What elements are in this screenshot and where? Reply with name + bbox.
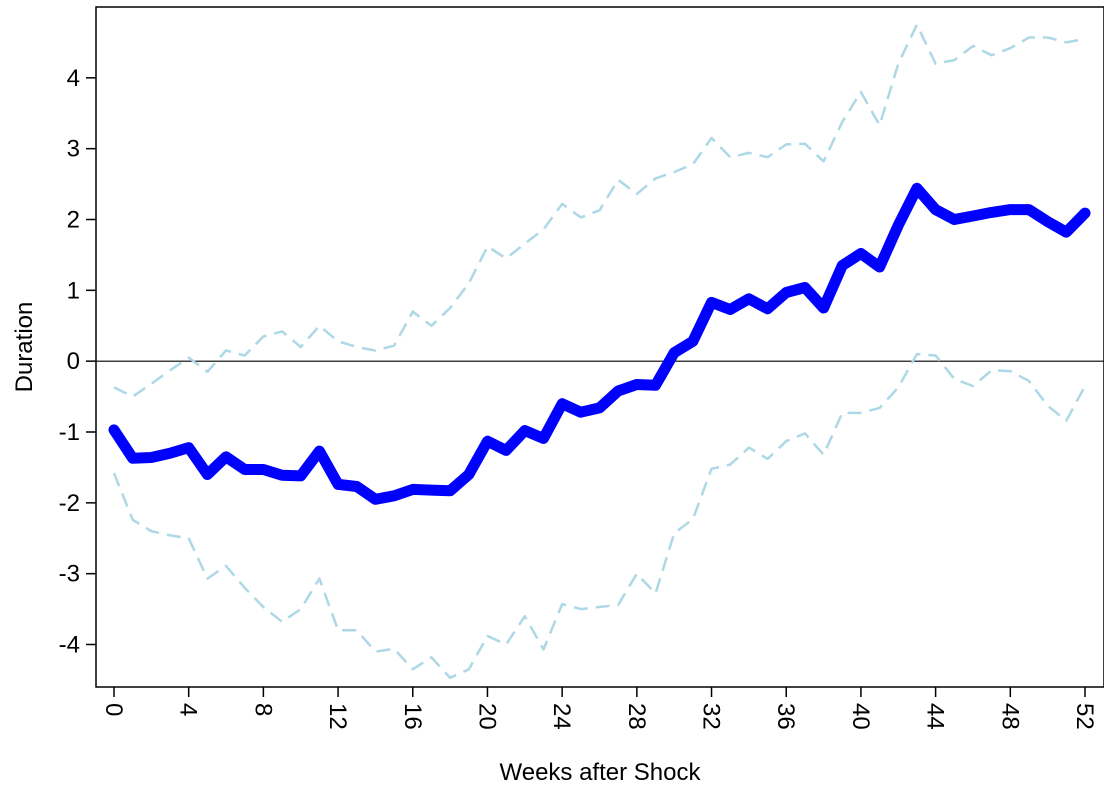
series-line-lower-bound: [112, 352, 1087, 680]
y-axis: -4 -3 -2 -1 0 1 2 3 4: [59, 65, 96, 659]
x-tick-label: 24: [548, 703, 575, 730]
x-axis-label: Weeks after Shock: [500, 759, 702, 786]
y-tick-label: 1: [67, 277, 80, 304]
x-tick-label: 16: [399, 703, 426, 730]
x-axis: 0 4 8 12 16 20 24 28 32 36 40 44 48 52: [100, 687, 1098, 730]
y-tick-label: -1: [59, 419, 80, 446]
x-tick-label: 12: [324, 703, 351, 730]
x-tick-label: 4: [175, 703, 202, 716]
y-tick-label: -4: [59, 632, 80, 659]
y-tick-label: 2: [67, 207, 80, 234]
x-tick-label: 48: [996, 703, 1023, 730]
x-tick-label: 32: [698, 703, 725, 730]
x-tick-label: 52: [1071, 703, 1098, 730]
series-line-estimate: [108, 182, 1091, 505]
y-tick-label: -2: [59, 490, 80, 517]
x-tick-label: 28: [623, 703, 650, 730]
x-tick-label: 20: [473, 703, 500, 730]
series-layer: [108, 23, 1091, 680]
y-tick-label: 3: [67, 136, 80, 163]
x-tick-label: 0: [100, 703, 127, 716]
x-tick-label: 8: [249, 703, 276, 716]
y-axis-label: Duration: [11, 302, 38, 393]
y-tick-label: 0: [67, 348, 80, 375]
x-tick-label: 40: [847, 703, 874, 730]
x-tick-label: 44: [922, 703, 949, 730]
series-line-upper-bound: [113, 23, 1086, 398]
y-tick-label: 4: [67, 65, 80, 92]
y-tick-label: -3: [59, 561, 80, 588]
plot-frame: [95, 6, 1104, 688]
x-tick-label: 36: [772, 703, 799, 730]
